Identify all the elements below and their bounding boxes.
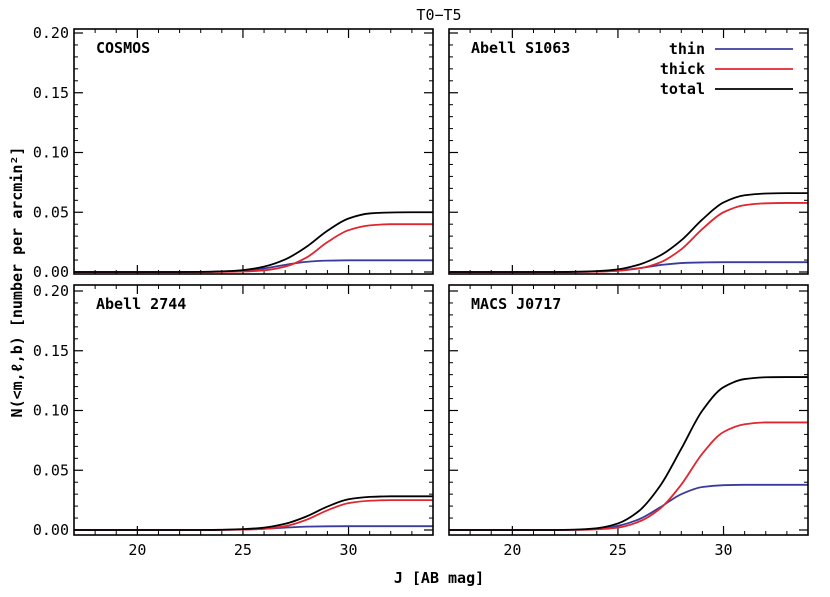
y-tick-label: 0.20 — [33, 282, 69, 300]
y-tick-label: 0.05 — [33, 461, 69, 479]
panel-abell-2744: 20 25 30 0.00 0.05 0.10 0.15 0.20 Abell 2744 — [33, 282, 434, 559]
x-tick-label: 30 — [339, 541, 357, 559]
chart-title: T0−T5 — [416, 6, 461, 24]
x-tick-label: 25 — [609, 541, 627, 559]
panel-frame — [73, 284, 434, 536]
panel-frame — [73, 28, 434, 275]
x-tick-label: 20 — [128, 541, 146, 559]
y-tick-label: 0.00 — [33, 263, 69, 281]
series-line-total — [449, 192, 808, 273]
panel-label: COSMOS — [96, 39, 150, 57]
y-tick-label: 0.15 — [33, 342, 69, 360]
y-tick-label: 0.20 — [33, 24, 69, 42]
y-tick-label: 0.10 — [33, 402, 69, 420]
series-line-thick — [74, 223, 433, 273]
legend-label: thick — [660, 60, 705, 78]
y-tick-label: 0.10 — [33, 144, 69, 162]
panel-label: Abell 2744 — [96, 295, 186, 313]
series-line-total — [448, 376, 808, 531]
panel-label: Abell S1063 — [471, 39, 570, 57]
legend-label: total — [660, 80, 705, 98]
legend-entry-thick: thick — [660, 60, 793, 78]
panel-abell-s1063: Abell S1063 — [448, 28, 809, 275]
panel-cosmos: 0.00 0.05 0.10 0.15 0.20 COSMOS — [33, 24, 434, 281]
x-tick-label: 20 — [503, 541, 521, 559]
series-line-thin — [448, 483, 808, 531]
legend-entry-total: total — [660, 80, 793, 98]
x-tick-label: 25 — [234, 541, 252, 559]
series-line-total — [73, 495, 433, 531]
y-tick-label: 0.00 — [33, 521, 69, 539]
panel-macs-j0717: 20 25 30 MACS J0717 — [448, 284, 809, 559]
legend-label: thin — [669, 40, 705, 58]
series-line-total — [74, 211, 433, 273]
panel-frame — [448, 28, 809, 275]
legend-entry-thin: thin — [669, 40, 793, 58]
legend: thin thick total — [660, 40, 793, 98]
panel-label: MACS J0717 — [471, 295, 561, 313]
x-tick-label: 30 — [714, 541, 732, 559]
y-axis-label: N(<m,ℓ,b) [number per arcmin²] — [8, 147, 26, 418]
y-tick-label: 0.05 — [33, 203, 69, 221]
x-axis-label: J [AB mag] — [394, 569, 484, 587]
series-line-thick — [448, 421, 808, 531]
y-tick-label: 0.15 — [33, 84, 69, 102]
panel-frame — [448, 284, 809, 536]
